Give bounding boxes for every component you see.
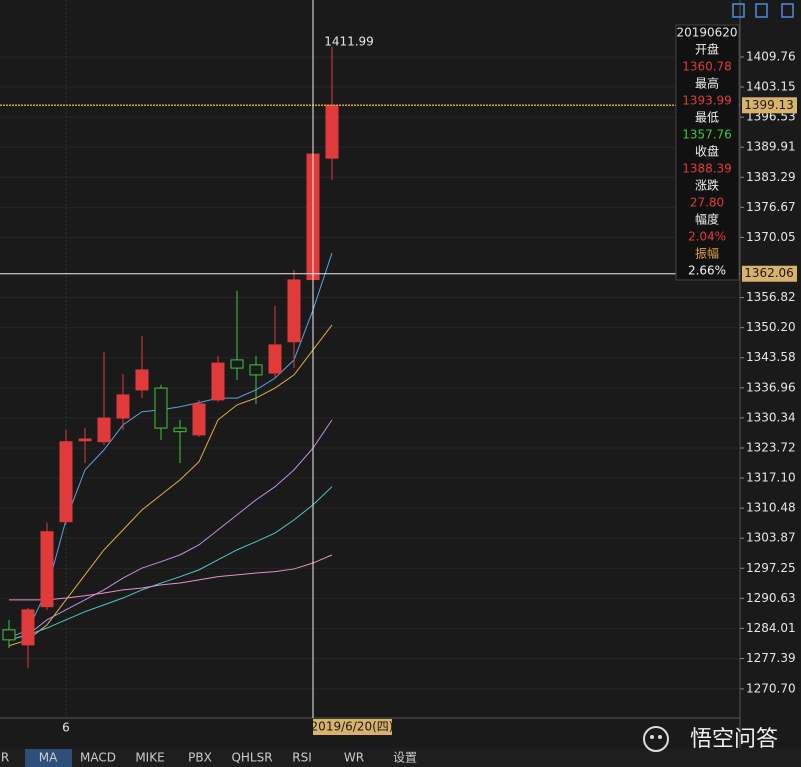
candle-body [2, 629, 16, 641]
info-label: 收盘 [695, 144, 719, 159]
info-value: 1357.76 [682, 128, 732, 142]
y-tick-label: 1389.91 [746, 140, 796, 154]
tab[interactable]: QHLSR [231, 751, 272, 765]
crosshair-price-box [742, 265, 797, 282]
y-tick-label: 1370.05 [746, 230, 796, 244]
candle-body [211, 362, 225, 401]
ma-line [8, 252, 333, 639]
crosshair-price-label: 1362.06 [744, 266, 794, 280]
candle-body [116, 394, 130, 419]
ma-line [8, 324, 333, 647]
y-tick-label: 1403.15 [746, 80, 796, 94]
info-label: 最低 [695, 111, 719, 125]
y-tick-label: 1409.76 [746, 49, 796, 63]
candle-body [230, 359, 244, 369]
ma-line [9, 554, 333, 601]
candle-body [78, 438, 92, 442]
candle-body [135, 369, 149, 391]
info-date: 20190620 [676, 26, 737, 40]
layout-icon[interactable] [781, 3, 794, 18]
candle-body [173, 427, 187, 433]
tab-active-bg [25, 749, 72, 767]
tab[interactable]: WR [344, 751, 364, 765]
y-tick-label: 1317.10 [746, 471, 796, 485]
y-tick-label: 1383.29 [746, 170, 796, 184]
ma-line [8, 486, 333, 641]
y-tick-label: 1284.01 [746, 621, 796, 635]
info-label: 振幅 [695, 246, 719, 261]
info-label: 开盘 [695, 42, 719, 57]
y-tick-label: 1323.72 [746, 440, 796, 454]
info-label: 最高 [695, 76, 719, 91]
candle-body [21, 609, 35, 646]
candle-body [249, 364, 263, 376]
y-tick-label: 1297.25 [746, 561, 796, 575]
x-tick-label: 6 [62, 721, 70, 735]
y-tick-label: 1303.87 [746, 531, 796, 545]
tab[interactable]: MACD [80, 751, 116, 765]
y-tick-label: 1336.96 [746, 380, 796, 394]
y-tick-label: 1310.48 [746, 501, 796, 515]
y-tick-label: 1343.58 [746, 350, 796, 364]
last-price-box [742, 97, 797, 114]
watermark: 悟空问答 [690, 727, 778, 752]
tab[interactable]: PBX [188, 751, 212, 765]
high-label: 1411.99 [324, 34, 374, 48]
y-tick-label: 1376.67 [746, 200, 796, 214]
candle-body [40, 531, 54, 608]
crosshair-date-box [313, 719, 392, 735]
info-value: 1388.39 [682, 162, 732, 176]
y-tick-label: 1290.63 [746, 591, 796, 605]
info-label: 涨跌 [695, 178, 719, 193]
ma-line [8, 419, 333, 641]
watermark-icon [643, 726, 669, 752]
candle-body [154, 387, 168, 429]
candle-body [59, 441, 73, 523]
info-panel [675, 24, 740, 281]
tab-bar [0, 748, 801, 767]
candle-body [192, 403, 206, 436]
layout-icon[interactable] [755, 3, 768, 18]
tab[interactable]: 设置 [393, 751, 417, 765]
crosshair-date-label: 2019/6/20(四) [311, 720, 394, 734]
info-label: 幅度 [695, 212, 719, 227]
candle-body [97, 417, 111, 443]
candle-body [268, 344, 282, 374]
info-value: 27.80 [690, 196, 724, 210]
tab[interactable]: MIKE [135, 751, 164, 765]
y-tick-label: 1350.20 [746, 320, 796, 334]
y-tick-label: 1356.82 [746, 290, 796, 304]
candle-body [325, 104, 339, 159]
tab[interactable]: MA [39, 751, 58, 765]
info-value: 1360.78 [682, 60, 732, 74]
y-tick-label: 1330.34 [746, 410, 796, 424]
y-tick-label: 1277.39 [746, 651, 796, 665]
tab[interactable]: R [1, 751, 9, 765]
tab[interactable]: RSI [292, 751, 312, 765]
layout-icon[interactable] [732, 3, 745, 18]
info-value: 2.04% [688, 230, 726, 244]
candle-body [287, 279, 301, 343]
info-value: 2.66% [688, 264, 726, 278]
y-tick-label: 1270.70 [746, 681, 796, 695]
info-value: 1393.99 [682, 94, 732, 108]
last-price-label: 1399.13 [744, 98, 794, 112]
